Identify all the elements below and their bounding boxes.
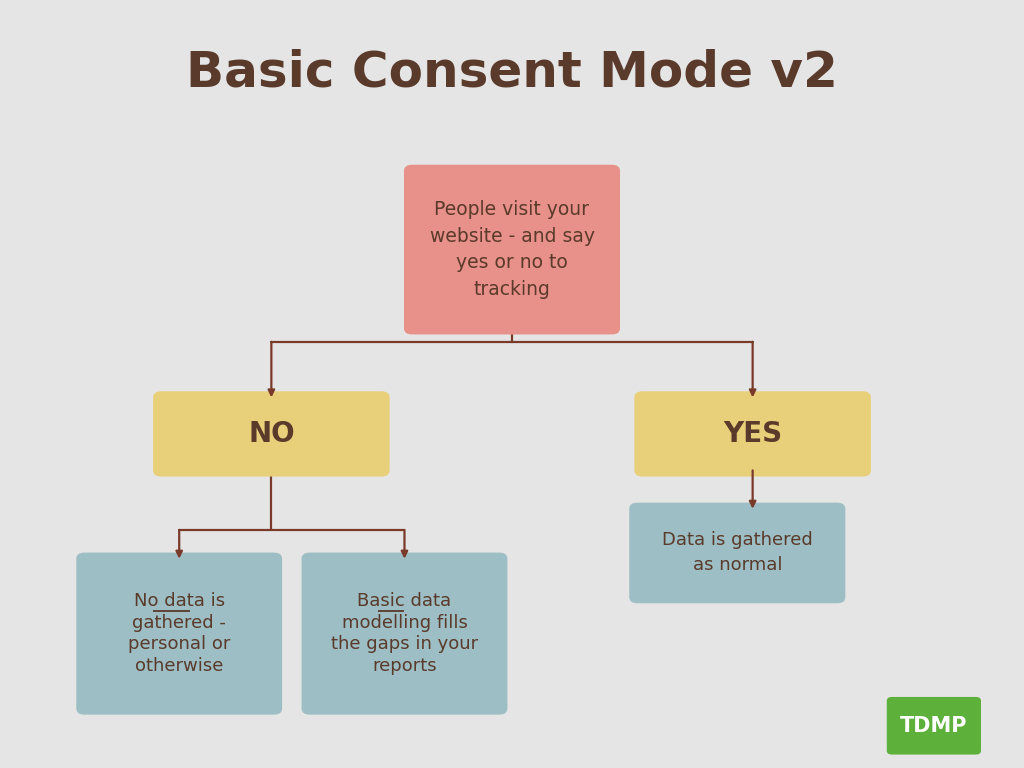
FancyBboxPatch shape [301, 553, 508, 714]
Text: TDMP: TDMP [900, 716, 968, 736]
Text: personal or: personal or [128, 635, 230, 654]
Text: No data is: No data is [134, 592, 224, 611]
Text: Basic data: Basic data [357, 592, 452, 611]
Text: People visit your
website - and say
yes or no to
tracking: People visit your website - and say yes … [429, 200, 595, 299]
Text: Basic Consent Mode v2: Basic Consent Mode v2 [186, 49, 838, 97]
Text: YES: YES [723, 420, 782, 448]
FancyBboxPatch shape [634, 392, 870, 476]
FancyBboxPatch shape [154, 392, 389, 476]
FancyBboxPatch shape [629, 502, 845, 604]
Text: modelling fills: modelling fills [342, 614, 467, 632]
FancyBboxPatch shape [76, 553, 282, 714]
Text: gathered -: gathered - [132, 614, 226, 632]
Text: the gaps in your: the gaps in your [331, 635, 478, 654]
Text: otherwise: otherwise [135, 657, 223, 675]
FancyBboxPatch shape [887, 697, 981, 754]
Text: reports: reports [372, 657, 437, 675]
Text: NO: NO [248, 420, 295, 448]
FancyBboxPatch shape [403, 165, 620, 335]
Text: Data is gathered
as normal: Data is gathered as normal [662, 531, 813, 574]
